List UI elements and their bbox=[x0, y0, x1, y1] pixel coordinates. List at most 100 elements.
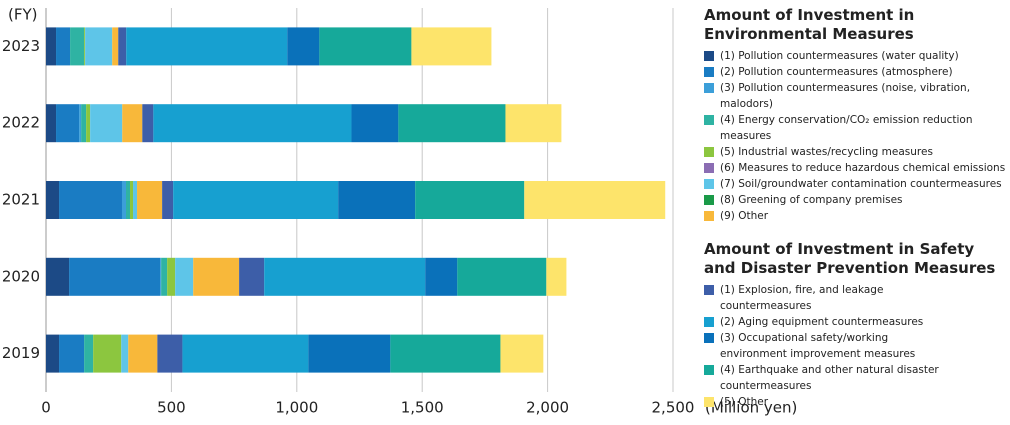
bar-segment bbox=[137, 181, 163, 219]
legend-swatch bbox=[704, 365, 714, 375]
bar-segment bbox=[46, 181, 60, 219]
legend-item: (8) Greening of company premises bbox=[704, 192, 1008, 208]
legend-title: Amount of Investment in Safety and Disas… bbox=[704, 240, 996, 277]
bar-segment bbox=[46, 104, 57, 143]
x-tick-label: 1,000 bbox=[275, 399, 318, 417]
x-tick-label: 2,500 bbox=[652, 399, 695, 417]
x-tick-label: 1,500 bbox=[401, 399, 444, 417]
legend-group: Amount of Investment in Safety and Disas… bbox=[704, 240, 1008, 410]
legend-item: (7) Soil/groundwater contamination count… bbox=[704, 176, 1008, 192]
bar-segment bbox=[546, 257, 567, 296]
bar-segment bbox=[46, 334, 60, 373]
y-tick-label: 2021 bbox=[2, 191, 40, 209]
bar-segment bbox=[112, 27, 119, 66]
bar-segment bbox=[133, 181, 138, 219]
legend-swatch bbox=[704, 285, 714, 295]
bar-segment bbox=[142, 104, 154, 143]
bar-segment bbox=[390, 334, 501, 373]
y-tick-label: 2023 bbox=[2, 37, 40, 55]
legend-item: (4) Earthquake and other natural disaste… bbox=[704, 362, 954, 394]
bar-segment bbox=[126, 27, 288, 66]
bar-segment bbox=[46, 27, 57, 66]
bar-segment bbox=[118, 27, 127, 66]
legend-swatch bbox=[704, 51, 714, 61]
legend-label: (2) Aging equipment countermeasures bbox=[720, 316, 924, 328]
bar-segment bbox=[162, 181, 174, 219]
legend-item: (5) Industrial wastes/recycling measures bbox=[704, 144, 1008, 160]
legend-label: (7) Soil/groundwater contamination count… bbox=[720, 178, 1002, 190]
legend-swatch bbox=[704, 163, 714, 173]
bar-segment bbox=[130, 181, 134, 219]
bar-segment bbox=[287, 27, 320, 66]
bar-segment bbox=[411, 27, 492, 66]
bar-segment bbox=[160, 257, 162, 296]
legend-swatch bbox=[704, 195, 714, 205]
bar-segment bbox=[239, 257, 265, 296]
y-axis-label: (FY) bbox=[8, 6, 38, 24]
bar-segment bbox=[193, 257, 240, 296]
legend-item: (2) Pollution countermeasures (atmospher… bbox=[704, 64, 1008, 80]
legend-swatch bbox=[704, 115, 714, 125]
legend-item: (4) Energy conservation/CO₂ emission red… bbox=[704, 112, 1008, 144]
legend-swatch bbox=[704, 211, 714, 221]
bar-segment bbox=[524, 181, 666, 219]
bar-segment bbox=[85, 27, 113, 66]
x-tick-label: 0 bbox=[41, 399, 51, 417]
bar-segment bbox=[121, 334, 129, 373]
bar-segment bbox=[175, 257, 194, 296]
legend-item: (6) Measures to reduce hazardous chemica… bbox=[704, 160, 1008, 176]
legend-swatch bbox=[704, 333, 714, 343]
legend-swatch bbox=[704, 67, 714, 77]
bar-segment bbox=[415, 181, 525, 219]
x-axis-label: (Million yen) bbox=[705, 399, 797, 417]
legend-label: (4) Energy conservation/CO₂ emission red… bbox=[720, 114, 973, 142]
bar-segment bbox=[161, 257, 168, 296]
legend-label: (3) Pollution countermeasures (noise, vi… bbox=[720, 82, 971, 110]
legend-item: (3) Occupational safety/working environm… bbox=[704, 330, 954, 362]
legend-label: (1) Explosion, fire, and leakage counter… bbox=[720, 284, 884, 312]
legend: Amount of Investment in Environmental Me… bbox=[704, 6, 1008, 410]
legend-item: (3) Pollution countermeasures (noise, vi… bbox=[704, 80, 1008, 112]
legend-label: (2) Pollution countermeasures (atmospher… bbox=[720, 66, 953, 78]
bar-segment bbox=[167, 257, 176, 296]
legend-item: (5) Other bbox=[704, 394, 954, 410]
bar-segment bbox=[69, 257, 161, 296]
bar-segment bbox=[93, 334, 122, 373]
bar-segment bbox=[86, 104, 91, 143]
bar-segment bbox=[128, 334, 158, 373]
legend-label: (6) Measures to reduce hazardous chemica… bbox=[720, 162, 1006, 174]
bar-segment bbox=[90, 104, 123, 143]
y-tick-label: 2019 bbox=[2, 344, 40, 362]
bar-segment bbox=[173, 181, 339, 219]
bar-segment bbox=[56, 27, 71, 66]
y-tick-label: 2022 bbox=[2, 114, 40, 132]
bar-segment bbox=[81, 104, 87, 143]
bar-segment bbox=[121, 181, 127, 219]
bar-segment bbox=[351, 104, 399, 143]
bar-segment bbox=[157, 334, 183, 373]
bar-segment bbox=[59, 334, 85, 373]
bar-segment bbox=[264, 257, 426, 296]
legend-label: (4) Earthquake and other natural disaste… bbox=[720, 364, 939, 392]
legend-title: Amount of Investment in Environmental Me… bbox=[704, 6, 915, 43]
bar-segment bbox=[46, 257, 70, 296]
y-tick-label: 2020 bbox=[2, 267, 40, 285]
bar-segment bbox=[79, 104, 82, 143]
legend-label: (5) Other bbox=[720, 396, 769, 408]
legend-swatch bbox=[704, 317, 714, 327]
bar-segment bbox=[319, 27, 412, 66]
x-tick-label: 500 bbox=[157, 399, 186, 417]
legend-group: Amount of Investment in Environmental Me… bbox=[704, 6, 1008, 224]
legend-item: (9) Other bbox=[704, 208, 1008, 224]
bar-segment bbox=[59, 181, 122, 219]
legend-item: (2) Aging equipment countermeasures bbox=[704, 314, 954, 330]
bar-segment bbox=[126, 181, 131, 219]
bar-segment bbox=[505, 104, 562, 143]
bar-segment bbox=[425, 257, 458, 296]
bar-segment bbox=[308, 334, 391, 373]
legend-item: (1) Explosion, fire, and leakage counter… bbox=[704, 282, 954, 314]
bar-segment bbox=[84, 27, 86, 66]
legend-swatch bbox=[704, 397, 714, 407]
